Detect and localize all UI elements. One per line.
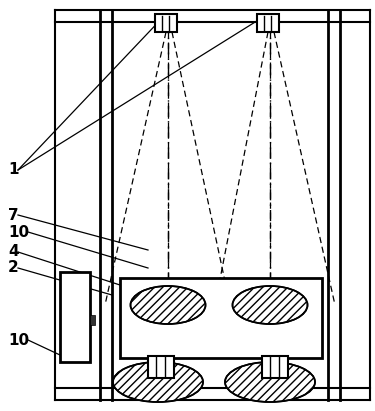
- Ellipse shape: [232, 286, 308, 324]
- Text: 10: 10: [8, 224, 29, 240]
- Ellipse shape: [130, 286, 206, 324]
- Text: 4: 4: [8, 245, 19, 259]
- Bar: [257, 14, 279, 32]
- Ellipse shape: [225, 362, 315, 402]
- Text: 1: 1: [8, 162, 18, 178]
- Bar: [262, 356, 288, 378]
- Bar: [60, 272, 90, 362]
- Bar: [90, 315, 95, 325]
- Bar: [155, 14, 177, 32]
- Text: 10: 10: [8, 332, 29, 347]
- Text: 2: 2: [8, 261, 19, 275]
- Bar: [120, 278, 322, 358]
- Bar: [148, 356, 174, 378]
- Ellipse shape: [113, 362, 203, 402]
- Text: 7: 7: [8, 208, 19, 222]
